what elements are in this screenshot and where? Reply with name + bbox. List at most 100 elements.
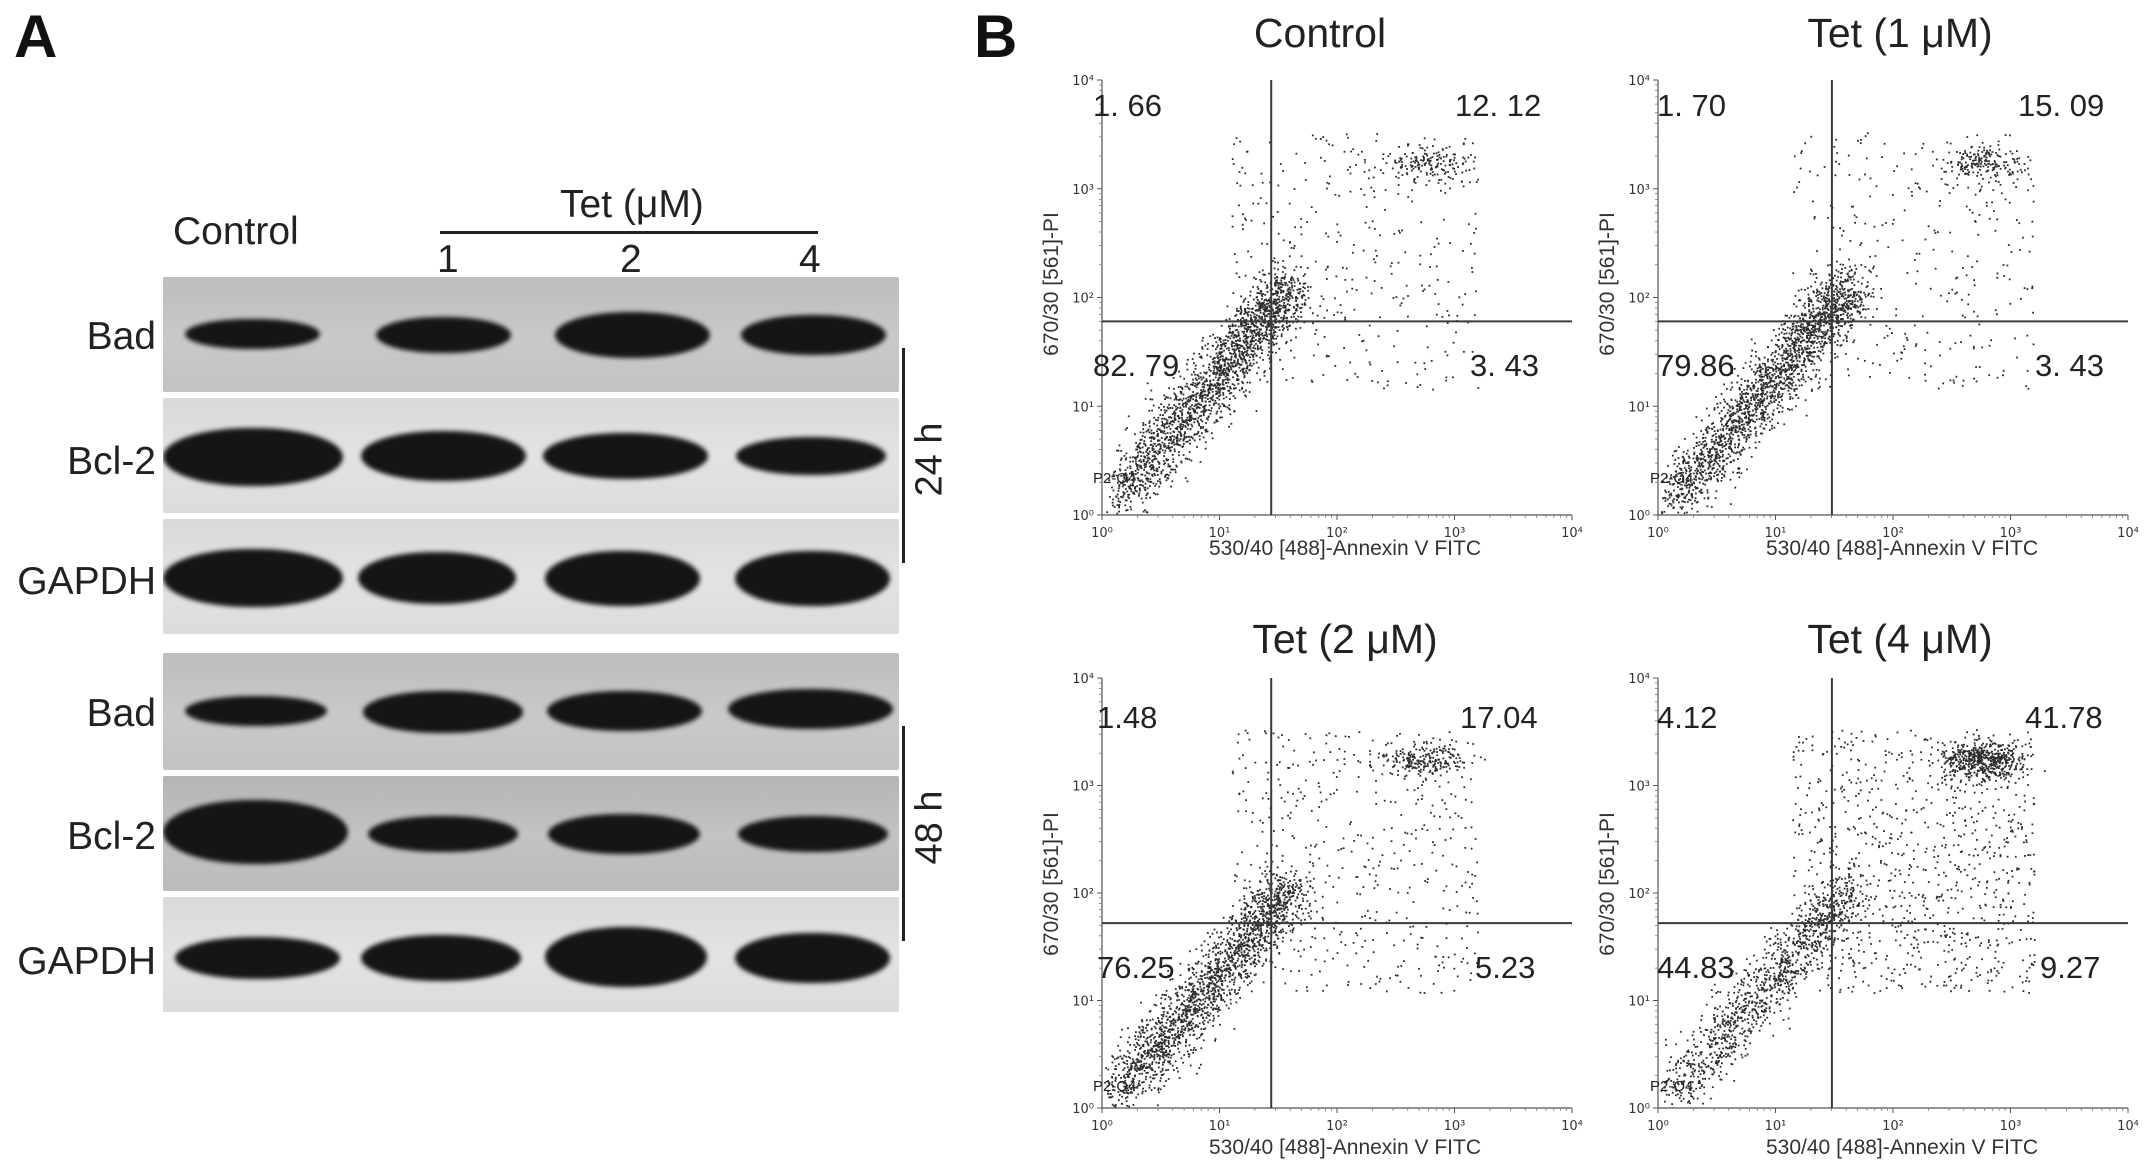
scatter-dot <box>1208 392 1211 394</box>
scatter-dot <box>2019 168 2022 171</box>
scatter-dot <box>1977 233 1980 236</box>
scatter-dot <box>1803 314 1805 317</box>
scatter-dot <box>1801 384 1803 387</box>
scatter-dot <box>1368 361 1371 364</box>
scatter-dot <box>1129 456 1132 459</box>
scatter-dot <box>1389 265 1392 268</box>
scatter-dot <box>1740 394 1743 397</box>
scatter-dot <box>1984 158 1987 161</box>
scatter-dot <box>1665 475 1668 478</box>
scatter-dot <box>1183 436 1186 438</box>
scatter-dot <box>1234 355 1237 357</box>
scatter-dot <box>1111 501 1114 504</box>
scatter-dot <box>1774 355 1776 358</box>
scatter-dot <box>1211 388 1214 390</box>
scatter-dot <box>1222 397 1225 400</box>
scatter-dot <box>1823 300 1826 302</box>
scatter-dot <box>1242 332 1245 335</box>
scatter-dot <box>1144 443 1147 446</box>
scatter-dot <box>1200 376 1202 379</box>
scatter-dot <box>1772 329 1775 331</box>
scatter-dot <box>1828 335 1831 338</box>
scatter-dot <box>1747 384 1750 387</box>
scatter-dot <box>2002 369 2005 372</box>
scatter-dot <box>1766 375 1768 378</box>
scatter-dot <box>1245 370 1248 373</box>
scatter-dot <box>1770 397 1772 400</box>
scatter-dot <box>1754 342 1756 345</box>
scatter-dot <box>1146 382 1149 385</box>
scatter-dot <box>1796 186 1798 189</box>
scatter-dot <box>1829 264 1832 266</box>
scatter-dot <box>1849 265 1851 268</box>
scatter-dot <box>1188 451 1191 453</box>
scatter-dot <box>1177 437 1179 440</box>
scatter-dot <box>1280 289 1282 292</box>
scatter-dot <box>1754 404 1757 407</box>
scatter-dot <box>1781 392 1784 395</box>
scatter-dot <box>1680 472 1682 474</box>
scatter-dot <box>1300 217 1303 220</box>
scatter-dot <box>1775 384 1778 387</box>
scatter-dot <box>1186 385 1189 388</box>
scatter-dot <box>1126 509 1129 511</box>
scatter-dot <box>1397 171 1400 174</box>
scatter-dot <box>1234 324 1237 327</box>
scatter-dot <box>1238 363 1241 365</box>
scatter-dot <box>1239 369 1242 372</box>
scatter-dot <box>1834 174 1837 177</box>
scatter-dot <box>1706 505 1709 508</box>
scatter-dot <box>1282 329 1284 331</box>
scatter-dot <box>1335 275 1338 278</box>
scatter-dot <box>1218 398 1221 401</box>
scatter-dot <box>1268 322 1270 325</box>
scatter-dot <box>1218 361 1220 363</box>
scatter-dot <box>1819 308 1821 311</box>
scatter-dot <box>1932 164 1934 167</box>
scatter-dot <box>1473 167 1476 170</box>
y-tick-label: 10⁴ <box>1628 74 1650 89</box>
scatter-dot <box>1997 164 2000 167</box>
scatter-dot <box>1201 420 1204 423</box>
scatter-dot <box>1810 300 1813 303</box>
scatter-dot <box>1988 160 1990 162</box>
scatter-dot <box>1839 335 1841 337</box>
scatter-dot <box>1214 357 1216 359</box>
scatter-dot <box>1278 304 1281 306</box>
scatter-dot <box>1195 407 1198 410</box>
scatter-dot <box>1745 405 1748 408</box>
scatter-dot <box>1973 279 1975 281</box>
scatter-dot <box>1387 155 1390 158</box>
scatter-dot <box>1148 436 1151 439</box>
scatter-dot <box>1169 428 1172 430</box>
scatter-dot <box>1233 410 1236 412</box>
scatter-dot <box>1322 136 1325 138</box>
scatter-dot <box>1117 500 1120 503</box>
scatter-dot <box>1193 409 1196 411</box>
scatter-dot <box>1805 329 1808 332</box>
scatter-dot <box>1159 480 1161 483</box>
scatter-dot <box>1726 402 1729 405</box>
scatter-dot <box>1234 364 1237 366</box>
scatter-dot <box>1377 335 1380 338</box>
scatter-dot <box>1787 356 1789 359</box>
scatter-dot <box>1685 452 1688 455</box>
scatter-dot <box>1259 341 1261 344</box>
scatter-dot <box>1704 483 1707 486</box>
scatter-dot <box>1211 358 1214 361</box>
scatter-dot <box>1132 492 1134 494</box>
scatter-dot <box>1247 314 1249 317</box>
scatter-dot <box>1777 396 1780 399</box>
scatter-dot <box>1762 362 1764 365</box>
scatter-dot <box>1804 142 1807 145</box>
scatter-dot <box>1199 393 1202 396</box>
scatter-dot <box>1239 357 1242 360</box>
scatter-dot <box>1197 382 1200 385</box>
scatter-dot <box>1123 483 1126 486</box>
scatter-dot <box>1252 355 1254 358</box>
scatter-dot <box>1695 472 1698 474</box>
scatter-dot <box>1731 407 1734 410</box>
scatter-dot <box>1834 356 1837 359</box>
scatter-dot <box>1168 416 1170 419</box>
scatter-dot <box>1277 184 1280 187</box>
